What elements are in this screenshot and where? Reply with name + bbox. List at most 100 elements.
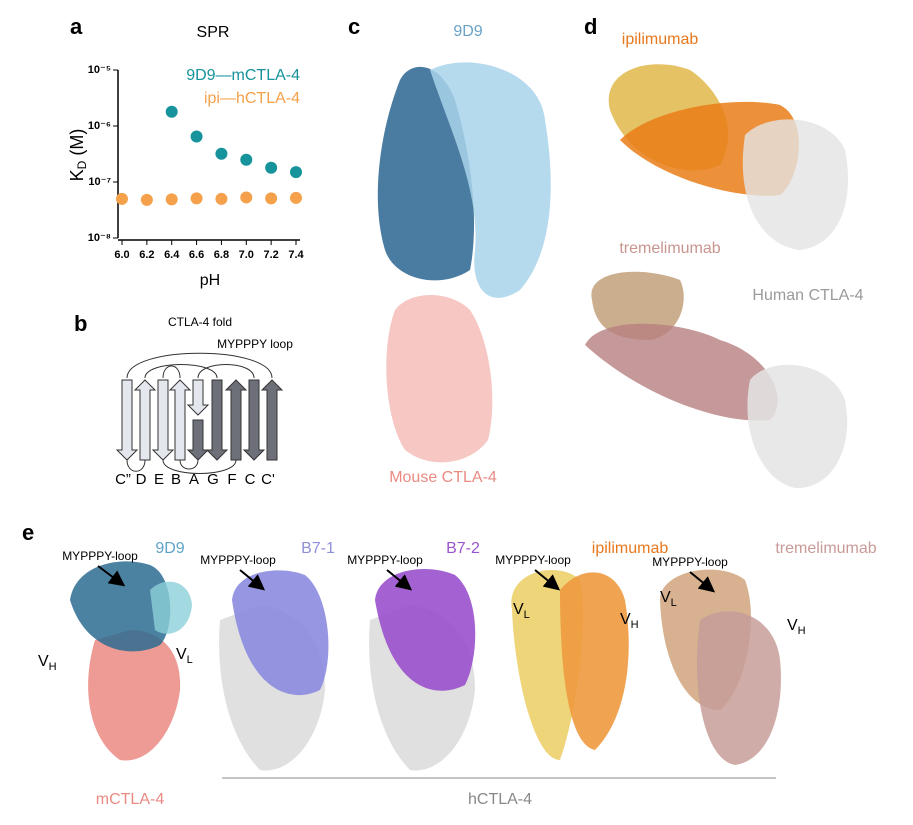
binder-label: B7-1 xyxy=(301,540,335,557)
point xyxy=(140,193,153,206)
point xyxy=(290,191,302,204)
topology-loop xyxy=(162,459,237,474)
loop-label: MYPPPY-loop xyxy=(347,553,423,567)
arrow xyxy=(689,571,716,593)
y-axis-label: KD (M) xyxy=(67,129,89,182)
target-label: Mouse CTLA-4 xyxy=(389,469,497,486)
strand-label: G xyxy=(207,471,219,488)
strand-label: C' xyxy=(261,471,275,488)
legend-label: ipi—hCTLA-4 xyxy=(204,90,300,107)
x-tick-label: 7.0 xyxy=(239,249,254,261)
loop-label: MYPPPY-loop xyxy=(652,555,728,569)
point xyxy=(215,147,228,160)
binder-label: B7-2 xyxy=(446,540,480,557)
panel-letter: b xyxy=(74,311,87,336)
chain-letter: V xyxy=(660,589,671,606)
strand-label: C xyxy=(245,471,256,488)
chain-subscript: L xyxy=(524,609,530,621)
fold-title: CTLA-4 fold xyxy=(168,315,232,329)
topology-loop xyxy=(126,459,146,472)
x-tick-label: 6.2 xyxy=(139,249,154,261)
chain-letter: V xyxy=(787,617,798,634)
target-structure xyxy=(747,364,848,489)
topology-loop xyxy=(162,365,181,379)
y-tick-label: 10⁻⁶ xyxy=(88,120,111,132)
chain-subscript: H xyxy=(631,619,639,631)
strand-arrow xyxy=(224,379,248,461)
point xyxy=(190,130,203,143)
strand-label: D xyxy=(136,471,147,488)
y-axis-label-sub: D xyxy=(75,160,89,169)
chain-label: VH xyxy=(620,611,639,631)
strand-arrow xyxy=(260,379,284,461)
strand-arrow xyxy=(151,379,175,461)
point xyxy=(116,192,128,205)
point xyxy=(240,191,253,204)
panel-letter: c xyxy=(348,14,360,39)
x-tick-label: 6.8 xyxy=(214,249,229,261)
binder-label: 9D9 xyxy=(155,540,184,557)
y-axis-label-main: K xyxy=(67,169,87,181)
chain-letter: V xyxy=(513,601,524,618)
chain-label: VH xyxy=(38,653,57,673)
chain-subscript: L xyxy=(671,597,677,609)
x-axis-label: pH xyxy=(200,272,220,289)
strand-arrows: C” D E B A G F C C' xyxy=(115,379,284,488)
point xyxy=(265,192,278,205)
chart-title: SPR xyxy=(197,24,230,41)
antibody-surface xyxy=(70,561,171,652)
target-label: hCTLA-4 xyxy=(468,791,532,808)
x-tick-label: 6.6 xyxy=(189,249,204,261)
strand-arrow xyxy=(186,379,210,416)
ligand-surface xyxy=(232,570,329,696)
chain-subscript: H xyxy=(49,661,57,673)
arrow xyxy=(239,569,266,591)
panel-letter: e xyxy=(22,520,34,545)
panel-letter: a xyxy=(70,14,83,39)
x-tick-label: 7.2 xyxy=(263,249,278,261)
antibody-structure xyxy=(585,323,778,421)
antibody-structure xyxy=(591,271,684,340)
topology-loop xyxy=(179,459,199,470)
target-label: mCTLA-4 xyxy=(96,791,165,808)
point xyxy=(165,105,178,118)
strand-arrow xyxy=(115,379,139,461)
scatter-chart: 10⁻⁸ 10⁻⁷ 10⁻⁶ 10⁻⁵ 6.0 6.2 6.4 6.6 6.8 7.0 7.2 7.4… xyxy=(88,64,305,261)
strand-label: E xyxy=(154,471,164,488)
y-tick-label: 10⁻⁷ xyxy=(88,176,111,188)
panel-letter: d xyxy=(584,14,597,39)
y-axis-label-suffix: (M) xyxy=(67,129,87,161)
topology-loop xyxy=(126,352,273,379)
x-tick-label: 7.4 xyxy=(288,249,304,261)
chain-label: VL xyxy=(660,589,677,609)
strand-label: F xyxy=(227,471,236,488)
loop-label: MYPPPY-loop xyxy=(200,553,276,567)
topology-loop xyxy=(197,364,255,379)
binder-label: ipilimumab xyxy=(592,540,669,557)
strand-label: A xyxy=(189,471,199,488)
chain-letter: V xyxy=(38,653,49,670)
loop-label: MYPPPY-loop xyxy=(495,553,571,567)
binder-label: tremelimumab xyxy=(775,540,876,557)
loop-label: MYPPPY loop xyxy=(217,337,293,351)
antibody-surface xyxy=(150,581,192,634)
loop-label: MYPPPY-loop xyxy=(62,549,138,563)
chain-label: VH xyxy=(787,617,806,637)
target-structure xyxy=(742,119,848,250)
point xyxy=(240,153,253,166)
antibody-surface xyxy=(696,611,781,765)
point xyxy=(165,193,178,206)
arrow xyxy=(534,569,561,591)
strand-arrow xyxy=(205,379,229,461)
chain-letter: V xyxy=(176,646,187,663)
strand-arrow xyxy=(168,379,192,461)
strand-arrow xyxy=(242,379,266,461)
chain-subscript: L xyxy=(187,654,193,666)
y-tick-label: 10⁻⁵ xyxy=(88,64,111,76)
strand-label: B xyxy=(171,471,181,488)
arrow xyxy=(97,565,126,587)
antibody-label: 9D9 xyxy=(453,23,482,40)
